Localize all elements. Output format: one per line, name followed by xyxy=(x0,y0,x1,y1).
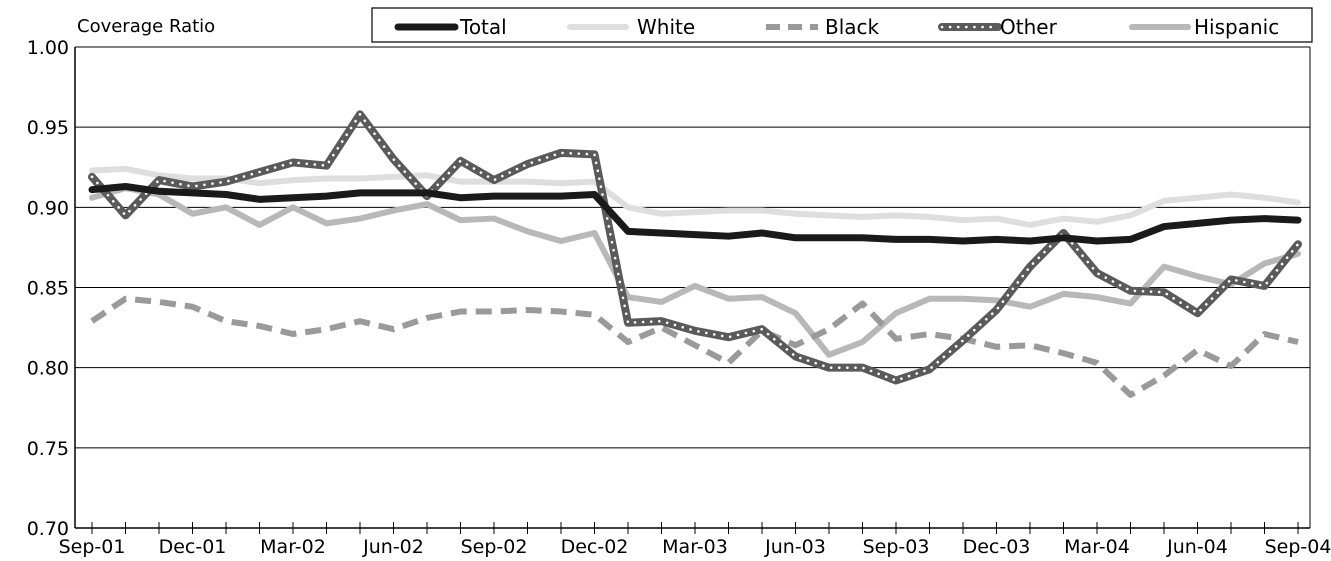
legend-label-other: Other xyxy=(1000,15,1058,39)
series-line-white xyxy=(89,165,1301,228)
legend-item-other: Other xyxy=(938,15,1058,39)
y-axis-title: Coverage Ratio xyxy=(77,16,215,37)
y-tick-label: 0.95 xyxy=(27,117,69,139)
x-tick-label: Sep-03 xyxy=(863,536,930,558)
legend-item-total: Total xyxy=(394,15,507,39)
series-hispanic xyxy=(89,185,1301,358)
y-tick-label: 0.75 xyxy=(27,438,69,460)
legend: Total White Black Other Hispanic xyxy=(371,7,1313,43)
series-line-hispanic xyxy=(89,185,1301,358)
x-axis-ticks: Sep-01 Dec-01 Mar-02 Jun-02 Sep-02 Dec-02 Mar-… xyxy=(59,536,1331,558)
x-tick-label: Jun-02 xyxy=(362,536,424,558)
series-line-black xyxy=(90,295,1299,398)
legend-label-white: White xyxy=(637,15,695,39)
x-tick-label: Dec-03 xyxy=(963,536,1031,558)
series-line-total xyxy=(88,182,1302,245)
x-tick-label: Dec-02 xyxy=(561,536,629,558)
y-tick-label: 0.70 xyxy=(27,518,69,540)
axes xyxy=(74,47,1311,534)
series-white xyxy=(89,165,1301,228)
x-tick-label: Sep-04 xyxy=(1265,536,1331,558)
legend-item-white: White xyxy=(567,15,695,39)
series-layer xyxy=(88,110,1302,398)
legend-item-black: Black xyxy=(766,15,880,39)
series-other xyxy=(88,110,1302,385)
y-tick-label: 1.00 xyxy=(27,37,69,59)
x-tick-label: Mar-02 xyxy=(260,536,326,558)
legend-label-black: Black xyxy=(825,15,880,39)
x-tick-label: Jun-04 xyxy=(1166,536,1228,558)
x-tick-label: Mar-03 xyxy=(662,536,728,558)
series-black xyxy=(90,295,1299,398)
x-tick-label: Sep-01 xyxy=(59,536,126,558)
y-tick-label: 0.85 xyxy=(27,278,69,300)
x-tick-label: Dec-01 xyxy=(159,536,227,558)
y-tick-label: 0.90 xyxy=(27,197,69,219)
x-tick-label: Jun-03 xyxy=(764,536,826,558)
series-total xyxy=(88,182,1302,245)
series-line-other xyxy=(88,110,1302,385)
legend-label-total: Total xyxy=(459,15,507,39)
y-axis-ticks: 0.70 0.75 0.80 0.85 0.90 0.95 1.00 xyxy=(27,37,69,540)
y-tick-label: 0.80 xyxy=(27,358,69,380)
legend-label-hispanic: Hispanic xyxy=(1194,15,1279,39)
x-tick-label: Sep-02 xyxy=(461,536,528,558)
legend-item-hispanic: Hispanic xyxy=(1129,15,1279,39)
x-tick-label: Mar-04 xyxy=(1064,536,1130,558)
